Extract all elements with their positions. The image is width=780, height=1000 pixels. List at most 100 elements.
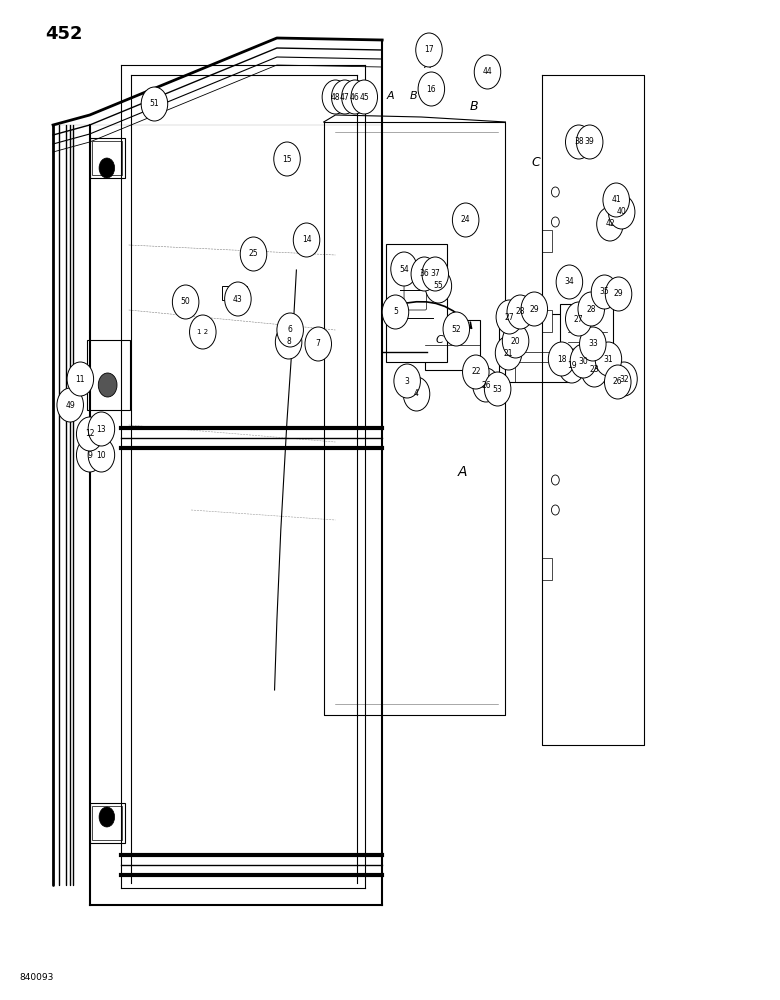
FancyBboxPatch shape <box>542 230 552 252</box>
Circle shape <box>556 265 583 299</box>
Circle shape <box>172 285 199 319</box>
Text: 8: 8 <box>286 338 291 347</box>
Text: 39: 39 <box>585 137 594 146</box>
Circle shape <box>573 313 581 323</box>
Text: 12: 12 <box>85 430 94 438</box>
Circle shape <box>425 269 452 303</box>
Circle shape <box>484 372 511 406</box>
Text: 54: 54 <box>399 264 409 273</box>
Text: 11: 11 <box>76 374 85 383</box>
Circle shape <box>99 807 115 827</box>
Circle shape <box>604 365 631 399</box>
Circle shape <box>580 327 606 361</box>
Circle shape <box>141 87 168 121</box>
Text: 4: 4 <box>414 389 419 398</box>
Text: 17: 17 <box>424 45 434 54</box>
Circle shape <box>551 505 559 515</box>
Circle shape <box>67 362 94 396</box>
FancyBboxPatch shape <box>90 138 125 178</box>
Text: 9: 9 <box>87 450 92 460</box>
Circle shape <box>382 295 409 329</box>
Circle shape <box>403 377 430 411</box>
Circle shape <box>595 342 622 376</box>
Circle shape <box>88 438 115 472</box>
Circle shape <box>463 355 489 389</box>
Text: 26: 26 <box>613 377 622 386</box>
Circle shape <box>351 80 378 114</box>
Text: C: C <box>531 155 540 168</box>
Circle shape <box>581 353 608 387</box>
Circle shape <box>322 80 349 114</box>
FancyBboxPatch shape <box>222 286 247 300</box>
Text: 6: 6 <box>288 326 292 334</box>
Circle shape <box>591 275 618 309</box>
FancyBboxPatch shape <box>87 340 130 410</box>
Text: 55: 55 <box>434 282 443 290</box>
Circle shape <box>293 223 320 257</box>
FancyBboxPatch shape <box>499 314 569 382</box>
Text: 20: 20 <box>511 336 520 346</box>
Circle shape <box>418 72 445 106</box>
Circle shape <box>597 207 623 241</box>
Text: 840093: 840093 <box>20 973 54 982</box>
Text: 18: 18 <box>557 355 566 363</box>
Circle shape <box>521 292 548 326</box>
Circle shape <box>443 312 470 346</box>
Text: 29: 29 <box>530 304 539 314</box>
Text: 28: 28 <box>516 308 525 316</box>
FancyBboxPatch shape <box>425 320 480 370</box>
Text: 41: 41 <box>612 196 621 205</box>
Circle shape <box>225 282 251 316</box>
Text: 3: 3 <box>405 376 410 385</box>
Circle shape <box>88 412 115 446</box>
Circle shape <box>422 257 448 291</box>
Text: 34: 34 <box>565 277 574 286</box>
Text: 1 2: 1 2 <box>197 329 208 335</box>
Text: 50: 50 <box>181 298 190 306</box>
Circle shape <box>342 80 368 114</box>
Circle shape <box>99 158 115 178</box>
Text: B: B <box>470 101 479 113</box>
Circle shape <box>98 373 117 397</box>
Circle shape <box>551 475 559 485</box>
Circle shape <box>419 82 428 94</box>
Circle shape <box>605 277 632 311</box>
Circle shape <box>566 125 592 159</box>
Text: 21: 21 <box>504 349 513 358</box>
Text: 43: 43 <box>233 294 243 304</box>
Text: 31: 31 <box>604 355 613 363</box>
FancyBboxPatch shape <box>90 803 125 843</box>
Text: 28: 28 <box>587 304 596 314</box>
Circle shape <box>570 344 597 378</box>
Text: 48: 48 <box>331 93 340 102</box>
Text: 10: 10 <box>97 450 106 460</box>
Text: 5: 5 <box>393 308 398 316</box>
Text: 47: 47 <box>340 93 349 102</box>
Circle shape <box>587 301 594 311</box>
Circle shape <box>391 252 417 286</box>
Text: 27: 27 <box>505 312 514 322</box>
Text: 19: 19 <box>567 361 576 370</box>
Circle shape <box>57 388 83 422</box>
Circle shape <box>474 55 501 89</box>
Circle shape <box>274 142 300 176</box>
Text: 30: 30 <box>579 357 588 365</box>
Circle shape <box>419 42 431 58</box>
FancyBboxPatch shape <box>542 558 552 580</box>
Text: 22: 22 <box>471 367 480 376</box>
Text: 32: 32 <box>619 374 629 383</box>
FancyBboxPatch shape <box>560 304 613 356</box>
Circle shape <box>452 203 479 237</box>
Circle shape <box>277 313 303 347</box>
Circle shape <box>608 195 635 229</box>
FancyBboxPatch shape <box>386 244 447 362</box>
Circle shape <box>611 362 637 396</box>
Circle shape <box>558 349 585 383</box>
Text: 23: 23 <box>590 365 599 374</box>
Text: 33: 33 <box>588 340 597 349</box>
Text: 40: 40 <box>617 208 626 217</box>
Text: 38: 38 <box>574 137 583 146</box>
FancyBboxPatch shape <box>542 310 552 332</box>
Circle shape <box>603 183 629 217</box>
Circle shape <box>496 300 523 334</box>
